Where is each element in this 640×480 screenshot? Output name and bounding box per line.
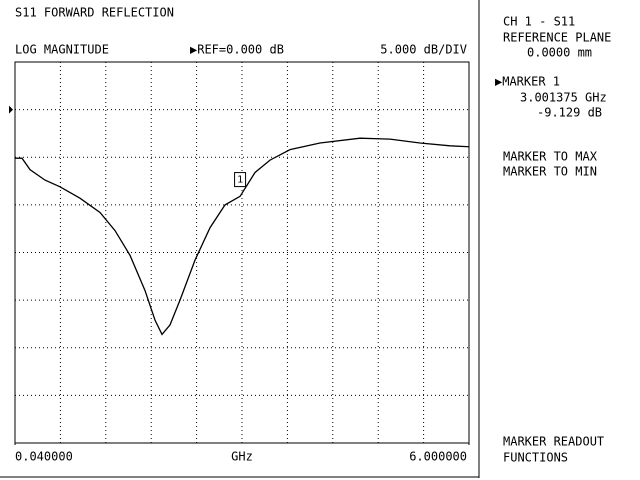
- x-tick-label: 0.040000: [15, 450, 73, 464]
- x-tick-label: 6.000000: [409, 450, 467, 464]
- softkey[interactable]: ▶MARKER 1: [495, 75, 560, 89]
- trace: [15, 137, 470, 336]
- reference-marker: [9, 105, 13, 114]
- marker-frequency: 3.001375 GHz: [520, 91, 607, 105]
- softkey[interactable]: MARKER TO MAX: [503, 150, 598, 164]
- reference-label: ▶REF=0.000 dB: [190, 43, 284, 57]
- marker-value: -9.129 dB: [537, 106, 602, 120]
- softkey[interactable]: MARKER READOUT: [503, 435, 604, 449]
- softkey[interactable]: REFERENCE PLANE: [503, 31, 611, 45]
- softkey[interactable]: MARKER TO MIN: [503, 165, 597, 179]
- marker-box: [234, 172, 247, 188]
- marker-label: 1: [237, 175, 243, 186]
- format-label: LOG MAGNITUDE: [15, 43, 109, 57]
- x-axis-label: GHz: [231, 450, 253, 464]
- softkey[interactable]: FUNCTIONS: [503, 451, 568, 465]
- plane-value: 0.0000 mm: [527, 46, 592, 60]
- scale-label: 5.000 dB/DIV: [380, 43, 467, 57]
- chart-title: S11 FORWARD REFLECTION: [15, 6, 174, 20]
- channel-label: CH 1 - S11: [503, 15, 575, 29]
